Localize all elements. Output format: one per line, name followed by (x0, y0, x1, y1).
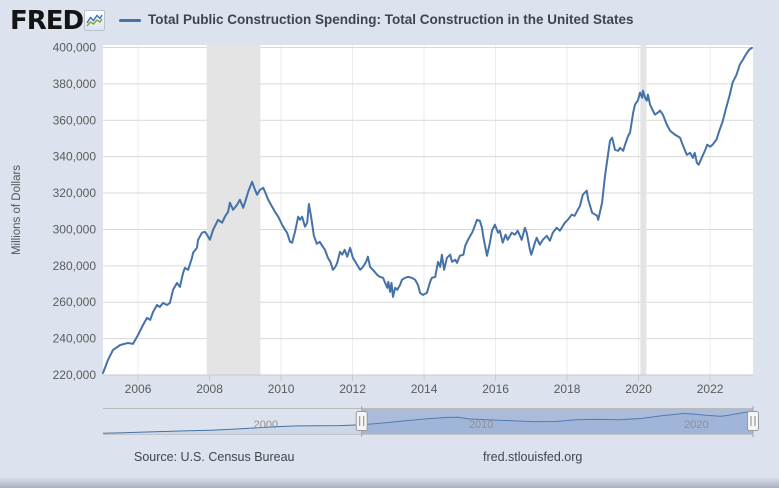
y-axis-tick-label: 240,000 (53, 332, 97, 346)
y-axis-tick-label: 340,000 (53, 150, 97, 164)
y-axis-tick-label: 220,000 (53, 368, 97, 382)
nav-selected-range-mask[interactable] (361, 409, 753, 434)
nav-year-label: 2020 (684, 419, 708, 431)
chart-footer: Source: U.S. Census Bureau fred.stlouisf… (0, 450, 779, 470)
nav-area-fill (103, 411, 753, 434)
plot-background (103, 45, 753, 375)
x-axis-tick-label: 2008 (196, 382, 223, 396)
chart-title: Total Public Construction Spending: Tota… (148, 12, 634, 27)
range-navigator[interactable]: 2000 2010 2020 (0, 406, 779, 440)
nav-year-label: 2000 (254, 419, 278, 431)
legend-series-line-sample (119, 19, 141, 22)
x-axis-tick-label: 2020 (625, 382, 652, 396)
chart-header: FRED® Total Public Construction Spending… (0, 0, 779, 40)
x-axis-tick-label: 2022 (697, 382, 724, 396)
nav-handle-right[interactable] (747, 406, 759, 437)
source-label: Source: U.S. Census Bureau (134, 450, 295, 464)
nav-series-line (102, 410, 753, 434)
y-axis-tick-label: 360,000 (53, 113, 97, 127)
y-axis-tick-label: 300,000 (53, 222, 97, 236)
y-axis-tick-label: 260,000 (53, 295, 97, 309)
x-axis-tick-label: 2014 (411, 382, 438, 396)
y-axis-tick-label: 380,000 (53, 77, 97, 91)
y-axis-tick-label: 280,000 (53, 259, 97, 273)
fred-logo-text: FRED (10, 6, 84, 36)
x-axis-tick-label: 2016 (482, 382, 509, 396)
main-chart-plot[interactable]: 220,000 240,000 260,000 280,000 300,000 320,0… (0, 40, 779, 406)
window-bottom-shadow (0, 477, 779, 488)
x-axis-tick-label: 2018 (554, 382, 581, 396)
y-axis-tick-label: 400,000 (53, 41, 97, 55)
fred-logo[interactable]: FRED® (10, 6, 91, 36)
fred-sparkline-icon (84, 10, 105, 31)
nav-handle-left[interactable] (355, 406, 368, 437)
x-axis-tick-label: 2006 (125, 382, 152, 396)
recession-band (640, 45, 647, 375)
series-line[interactable] (102, 46, 753, 374)
y-axis-title: Millions of Dollars (11, 165, 23, 255)
y-axis-tick-label: 320,000 (53, 186, 97, 200)
nav-year-label: 2010 (469, 419, 493, 431)
x-axis-tick-label: 2012 (339, 382, 366, 396)
site-link[interactable]: fred.stlouisfed.org (483, 450, 583, 464)
x-axis-tick-label: 2010 (268, 382, 295, 396)
